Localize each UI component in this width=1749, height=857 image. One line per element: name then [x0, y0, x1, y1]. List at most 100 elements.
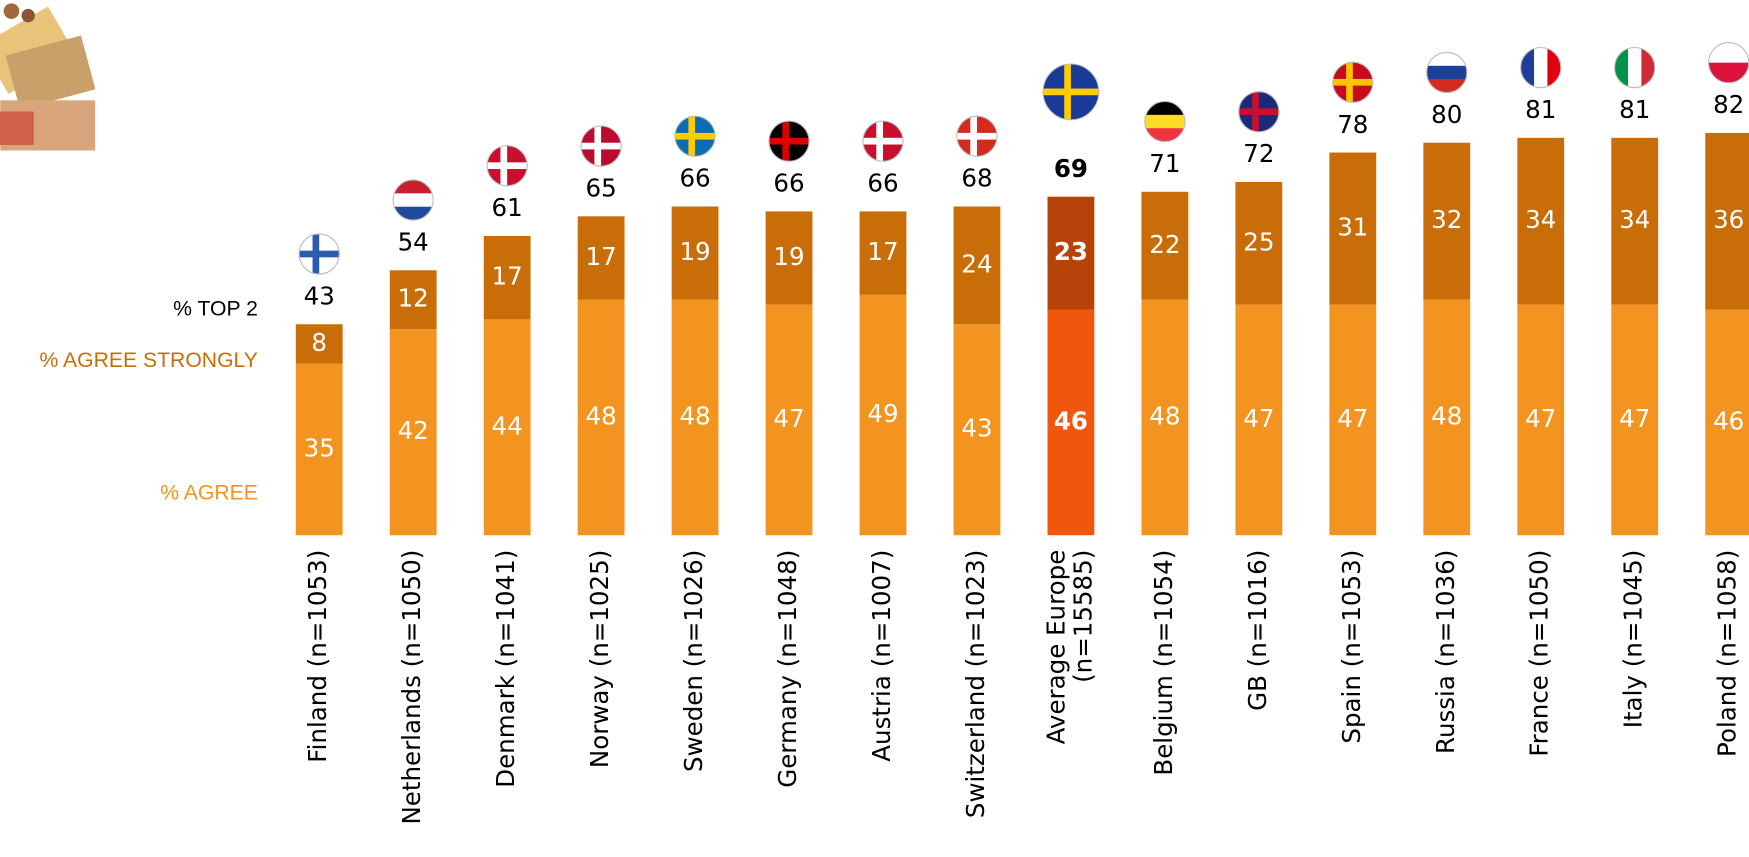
x-tick-label: Spain (n=1053)	[1337, 550, 1366, 744]
value-label: 22	[1149, 230, 1180, 259]
value-label: 48	[679, 401, 710, 430]
flag-icon	[1614, 46, 1656, 89]
legend-label: % TOP 2	[173, 298, 258, 321]
value-label: 44	[492, 411, 523, 440]
bar-segment	[1517, 137, 1565, 305]
flag-stripe	[1641, 47, 1655, 88]
flag-icon	[956, 115, 998, 157]
total-label: 69	[1054, 154, 1088, 183]
bar-segment	[1705, 309, 1749, 536]
bar-segment	[577, 216, 625, 300]
flag-cross	[862, 137, 904, 145]
flag-stripe	[1144, 101, 1185, 116]
value-label: 17	[586, 242, 617, 271]
flag-cross	[312, 233, 320, 275]
flag-stripe	[393, 206, 434, 221]
flag-stripe	[1426, 52, 1467, 67]
bar-segment	[1517, 304, 1565, 536]
bar-segment	[389, 329, 437, 536]
flag-rim	[1614, 46, 1656, 89]
flag-cross	[876, 121, 883, 162]
total-label: 54	[398, 228, 429, 257]
bar-segment	[671, 299, 719, 536]
flag-icon	[392, 179, 434, 221]
flag-rim	[1426, 51, 1468, 94]
x-tick-label: Italy (n=1045)	[1619, 550, 1648, 729]
value-label: 34	[1619, 205, 1650, 234]
flag-icon	[674, 115, 716, 157]
value-label: 17	[867, 237, 898, 266]
flag-stripe	[1426, 65, 1467, 80]
bar-segment	[1141, 191, 1189, 300]
flag-stripe	[1520, 47, 1535, 88]
value-label: 8	[311, 328, 327, 357]
x-tick-label: GB (n=1016)	[1243, 550, 1272, 711]
x-tick-label: Russia (n=1036)	[1431, 550, 1460, 754]
value-label: 32	[1431, 205, 1462, 234]
flag-cross	[970, 116, 977, 157]
flag-icon	[1708, 42, 1749, 84]
flag-stripe	[1708, 62, 1749, 83]
bar-segment	[1047, 196, 1095, 310]
total-label: 81	[1525, 95, 1556, 124]
value-label: 43	[961, 414, 992, 443]
value-label: 23	[1054, 237, 1088, 266]
bar-segment	[1141, 299, 1189, 536]
value-label: 46	[1713, 406, 1744, 435]
x-tick-label-line: (n=15585)	[1068, 550, 1097, 683]
total-label: 80	[1431, 100, 1462, 129]
bar-segment	[1235, 304, 1283, 536]
value-label: 31	[1337, 213, 1368, 242]
value-label: 25	[1243, 227, 1274, 256]
bar-segment	[953, 324, 1001, 536]
total-label: 66	[773, 169, 804, 198]
bar-segment	[295, 363, 343, 536]
bar-segment	[1329, 304, 1377, 536]
flag-icon	[768, 120, 810, 162]
flag-stripe	[1144, 114, 1185, 129]
x-tick-label: Finland (n=1053)	[303, 550, 332, 763]
flag-cross	[500, 145, 508, 186]
flag-stripe	[1708, 42, 1749, 64]
total-label: 43	[304, 281, 335, 310]
flag-icon	[1238, 91, 1280, 133]
total-label: 71	[1149, 149, 1180, 178]
flag-cross	[688, 116, 696, 157]
flag-rim	[1042, 63, 1100, 121]
total-label: 61	[492, 193, 523, 222]
bar-segment	[577, 299, 625, 536]
bar-segment	[483, 319, 531, 536]
flag-rim	[674, 115, 716, 157]
x-tick-label: Denmark (n=1041)	[491, 550, 520, 788]
flag-rim	[1238, 91, 1280, 133]
bar-segment	[483, 235, 531, 320]
bar-segment	[765, 211, 813, 305]
bar-segment	[765, 304, 813, 536]
value-label: 47	[1337, 404, 1368, 433]
bar-segment	[1235, 181, 1283, 305]
flag-icon	[580, 125, 622, 167]
total-label: 68	[961, 164, 992, 193]
flag-stripe	[1144, 128, 1185, 142]
bar-segment	[671, 206, 719, 300]
flag-cross	[1346, 62, 1353, 103]
value-label: 49	[867, 399, 898, 428]
x-tick-label: Sweden (n=1026)	[679, 550, 708, 772]
value-label: 47	[1243, 404, 1274, 433]
flag-rim	[298, 233, 340, 275]
flag-rim	[486, 145, 528, 187]
bar-segment	[1329, 152, 1377, 305]
x-tick-label: Switzerland (n=1023)	[961, 550, 990, 818]
total-label: 65	[586, 174, 617, 203]
value-label: 12	[398, 284, 429, 313]
flag-stripe	[393, 179, 434, 194]
flag-icon	[1144, 100, 1186, 143]
value-label: 47	[1525, 404, 1556, 433]
flag-rim	[768, 120, 810, 162]
flag-rim	[580, 125, 622, 167]
bar-segment	[1047, 309, 1095, 536]
bar-segment	[1611, 304, 1659, 536]
total-label: 66	[679, 164, 710, 193]
flag-stripe	[1628, 47, 1642, 88]
value-label: 47	[1619, 404, 1650, 433]
